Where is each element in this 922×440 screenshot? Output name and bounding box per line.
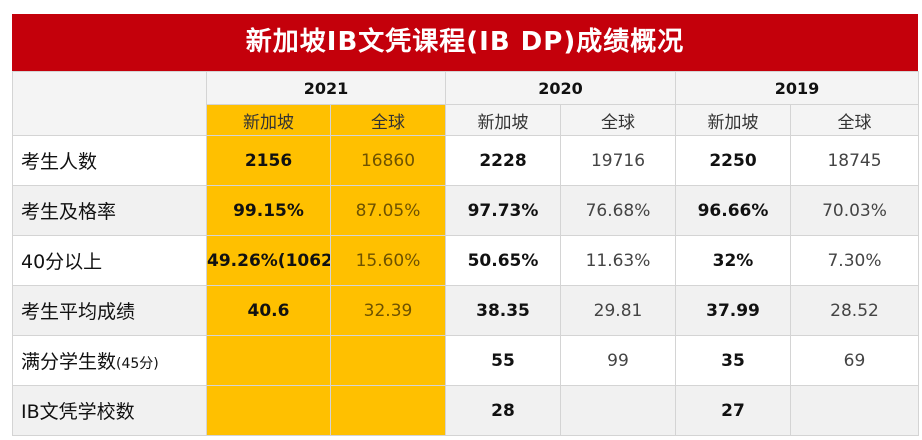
row-label-text: 考生平均成绩 xyxy=(21,301,136,323)
year-header-2020: 2020 xyxy=(445,71,676,105)
table-cell: 40.6 xyxy=(206,285,331,336)
table-cell: 32.39 xyxy=(330,285,446,336)
year-header-row: 2021 2020 2019 xyxy=(12,71,919,136)
table-cell: 87.05% xyxy=(330,185,446,236)
table-row: 40分以上 49.26%(1062) 15.60% 50.65% 11.63% … xyxy=(12,235,919,286)
table-cell: 18745 xyxy=(790,135,919,186)
region-header-sg: 新加坡 xyxy=(675,104,791,136)
region-header-sg: 新加坡 xyxy=(445,104,561,136)
ib-results-table: 2021 2020 2019 新加坡 全球 新加坡 全球 新加坡 全球 考生人数… xyxy=(12,71,919,436)
table-cell: 70.03% xyxy=(790,185,919,236)
table-row: 考生平均成绩 40.6 32.39 38.35 29.81 37.99 28.5… xyxy=(12,285,919,336)
table-row: 考生人数 2156 16860 2228 19716 2250 18745 xyxy=(12,135,919,186)
table-cell xyxy=(330,385,446,436)
corner-cell xyxy=(12,71,207,136)
table-cell: 7.30% xyxy=(790,235,919,286)
table-row: IB文凭学校数 28 27 xyxy=(12,385,919,436)
row-label-note: (45分) xyxy=(116,356,159,372)
table-cell xyxy=(560,385,676,436)
table-cell: 55 xyxy=(445,335,561,386)
table-cell: 16860 xyxy=(330,135,446,186)
region-header-sg: 新加坡 xyxy=(206,104,331,136)
table-row: 考生及格率 99.15% 87.05% 97.73% 76.68% 96.66%… xyxy=(12,185,919,236)
table-cell: 32% xyxy=(675,235,791,286)
row-label-text: 考生及格率 xyxy=(21,201,117,223)
row-label: 40分以上 xyxy=(12,235,207,286)
table-cell: 69 xyxy=(790,335,919,386)
table-cell: 99.15% xyxy=(206,185,331,236)
table-row: 满分学生数(45分) 55 99 35 69 xyxy=(12,335,919,386)
table-cell: 50.65% xyxy=(445,235,561,286)
table-cell: 28 xyxy=(445,385,561,436)
table-cell: 28.52 xyxy=(790,285,919,336)
table-cell: 49.26%(1062) xyxy=(206,235,331,286)
table-cell: 27 xyxy=(675,385,791,436)
table-cell: 35 xyxy=(675,335,791,386)
year-header-2019: 2019 xyxy=(675,71,919,105)
row-label: 考生人数 xyxy=(12,135,207,186)
region-header-row: 新加坡 全球 新加坡 全球 新加坡 全球 xyxy=(13,104,919,136)
table-cell xyxy=(206,335,331,386)
row-label-text: IB文凭学校数 xyxy=(21,401,135,423)
table-cell: 15.60% xyxy=(330,235,446,286)
row-label-text: 满分学生数 xyxy=(21,351,117,373)
row-label-text: 考生人数 xyxy=(21,151,98,173)
table-cell: 37.99 xyxy=(675,285,791,336)
row-label: 满分学生数(45分) xyxy=(12,335,207,386)
table-cell xyxy=(206,385,331,436)
region-header-global: 全球 xyxy=(790,104,919,136)
table-title: 新加坡IB文凭课程(IB DP)成绩概况 xyxy=(12,14,918,71)
table-cell: 2156 xyxy=(206,135,331,186)
row-label: 考生平均成绩 xyxy=(12,285,207,336)
table-cell: 99 xyxy=(560,335,676,386)
table-cell: 96.66% xyxy=(675,185,791,236)
table-cell: 11.63% xyxy=(560,235,676,286)
region-header-global: 全球 xyxy=(330,104,446,136)
region-header-global: 全球 xyxy=(560,104,676,136)
table-cell xyxy=(330,335,446,386)
table-cell: 38.35 xyxy=(445,285,561,336)
row-label: 考生及格率 xyxy=(12,185,207,236)
table-cell: 2250 xyxy=(675,135,791,186)
row-label: IB文凭学校数 xyxy=(12,385,207,436)
year-header-2021: 2021 xyxy=(206,71,446,105)
table-cell: 97.73% xyxy=(445,185,561,236)
table-cell: 29.81 xyxy=(560,285,676,336)
results-table-container: 新加坡IB文凭课程(IB DP)成绩概况 2021 2020 2019 新加坡 … xyxy=(12,0,919,440)
table-cell: 2228 xyxy=(445,135,561,186)
table-cell: 19716 xyxy=(560,135,676,186)
table-cell: 76.68% xyxy=(560,185,676,236)
table-cell xyxy=(790,385,919,436)
row-label-text: 40分以上 xyxy=(21,251,103,273)
